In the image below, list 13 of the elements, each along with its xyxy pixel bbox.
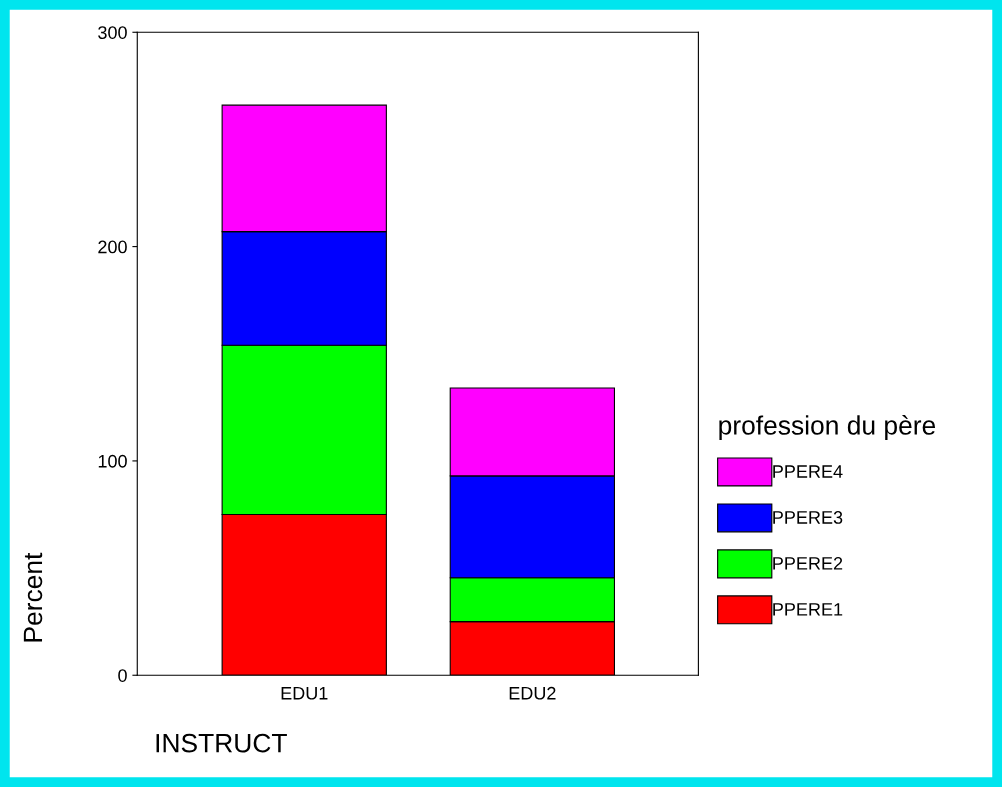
legend-label: PPERE3	[773, 511, 843, 524]
x-axis-title: INSTRUCT	[156, 733, 287, 753]
legend-label: PPERE2	[773, 557, 843, 570]
y-tick-label: 0	[118, 669, 127, 682]
y-tick-label: 300	[98, 26, 127, 39]
legend-label: PPERE4	[773, 465, 843, 478]
legend-label: PPERE1	[773, 603, 843, 616]
x-tick-label: EDU1	[281, 687, 328, 700]
y-tick-label: 200	[98, 240, 127, 254]
y-axis-title: Percent	[23, 552, 43, 642]
x-tick-label: EDU2	[509, 686, 556, 700]
y-tick-label: 100	[98, 454, 127, 468]
legend-title: profession du père	[719, 415, 936, 440]
